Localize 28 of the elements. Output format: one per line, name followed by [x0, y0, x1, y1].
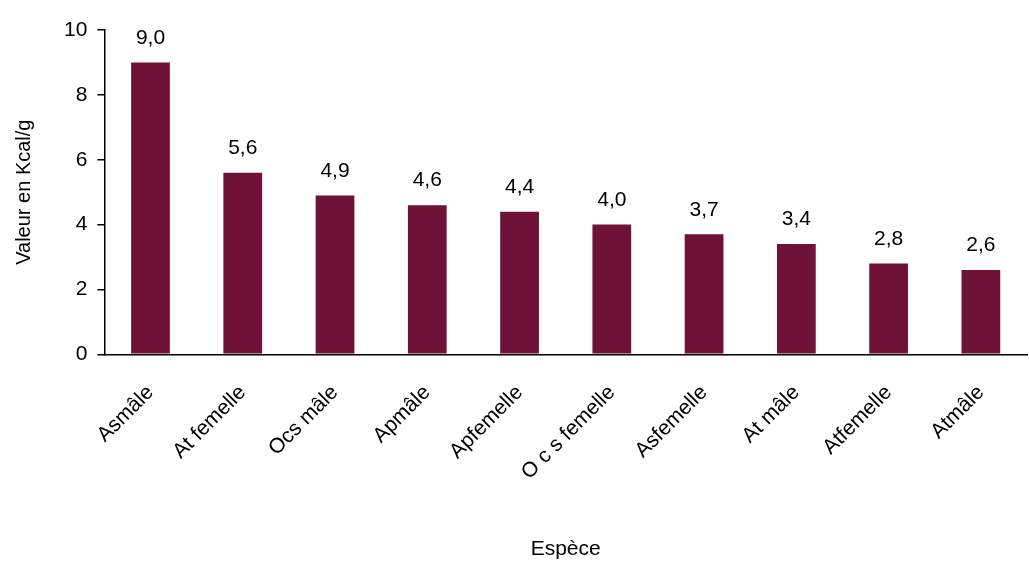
- bar: [776, 244, 816, 354]
- bar: [592, 224, 632, 354]
- bar: [131, 62, 170, 354]
- data-label: 5,6: [228, 135, 258, 158]
- bar: [869, 263, 908, 354]
- y-tick-label: 6: [75, 146, 88, 170]
- bar: [223, 172, 263, 354]
- bar: [407, 205, 447, 354]
- y-axis-title: Valeur en Kcal/g: [11, 119, 34, 265]
- y-tick-label: 2: [75, 276, 88, 300]
- data-label: 2,8: [874, 225, 904, 249]
- data-label: 4,4: [504, 173, 535, 197]
- bar: [315, 195, 355, 354]
- data-label: 4,0: [597, 186, 627, 210]
- y-tick-label: 8: [75, 81, 88, 105]
- data-label: 4,6: [412, 167, 442, 191]
- bar: [961, 270, 1001, 354]
- data-label: 3,4: [781, 206, 812, 230]
- bar: [500, 211, 539, 354]
- data-label: 3,7: [689, 196, 719, 220]
- data-label: 4,9: [320, 157, 350, 181]
- y-tick-label: 0: [75, 341, 88, 365]
- data-label: 2,6: [966, 232, 996, 256]
- bar: [684, 234, 724, 354]
- x-axis-title: Espèce: [530, 536, 601, 560]
- y-tick-label: 10: [64, 16, 88, 40]
- data-label: 9,0: [135, 24, 166, 48]
- y-tick-label: 4: [75, 211, 88, 235]
